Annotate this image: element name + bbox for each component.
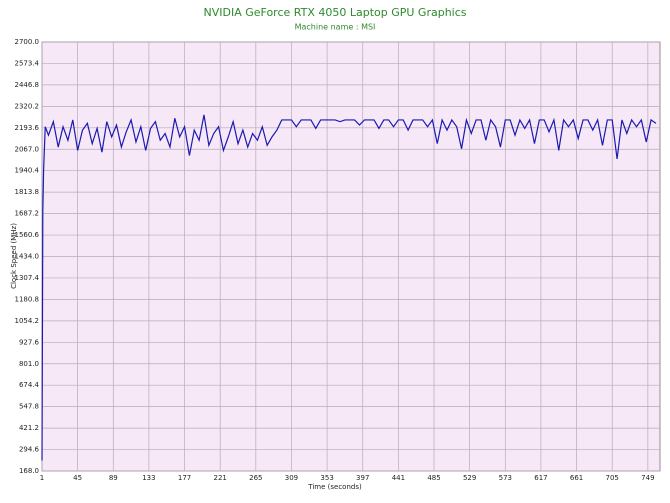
y-tick-label: 2320.2 (15, 102, 40, 110)
x-tick-label: 89 (109, 474, 118, 482)
y-tick-label: 547.8 (19, 403, 39, 411)
y-tick-label: 294.6 (19, 446, 40, 454)
y-tick-label: 1054.2 (15, 317, 40, 325)
y-tick-label: 2193.6 (15, 124, 40, 132)
y-tick-label: 1813.8 (15, 188, 40, 196)
y-axis-label: Clock Speed (MHz) (10, 223, 18, 289)
y-tick-label: 1940.4 (15, 167, 40, 175)
chart-subtitle: Machine name : MSI (295, 23, 376, 32)
x-tick-label: 353 (320, 474, 333, 482)
x-tick-label: 573 (499, 474, 512, 482)
y-tick-label: 1307.4 (15, 274, 40, 282)
y-tick-label: 421.2 (19, 424, 39, 432)
x-tick-label: 529 (463, 474, 476, 482)
x-tick-label: 1 (40, 474, 44, 482)
y-tick-label: 1560.6 (15, 231, 40, 239)
x-tick-label: 265 (249, 474, 262, 482)
y-tick-label: 674.4 (19, 381, 40, 389)
y-tick-label: 927.6 (19, 338, 40, 346)
x-tick-label: 617 (534, 474, 547, 482)
x-tick-label: 397 (356, 474, 369, 482)
y-tick-label: 2700.0 (15, 38, 40, 46)
x-axis-label: Time (seconds) (307, 483, 362, 491)
y-tick-label: 1434.0 (15, 253, 40, 261)
x-tick-label: 441 (392, 474, 405, 482)
x-tick-label: 45 (73, 474, 82, 482)
y-tick-label: 2067.0 (15, 145, 40, 153)
y-tick-label: 1687.2 (15, 210, 40, 218)
chart-title: NVIDIA GeForce RTX 4050 Laptop GPU Graph… (203, 6, 466, 19)
x-tick-label: 705 (606, 474, 619, 482)
y-tick-label: 2446.8 (15, 81, 40, 89)
y-tick-label: 801.0 (19, 360, 39, 368)
line (41, 114, 657, 461)
x-tick-label: 221 (214, 474, 227, 482)
x-tick-label: 661 (570, 474, 583, 482)
x-tick-label: 485 (427, 474, 440, 482)
x-tick-label: 749 (641, 474, 654, 482)
y-tick-label: 168.0 (19, 467, 39, 475)
x-tick-label: 133 (142, 474, 155, 482)
x-tick-label: 309 (285, 474, 298, 482)
y-tick-label: 1180.8 (15, 295, 40, 303)
x-tick-label: 177 (178, 474, 191, 482)
y-tick-label: 2573.4 (15, 59, 40, 67)
